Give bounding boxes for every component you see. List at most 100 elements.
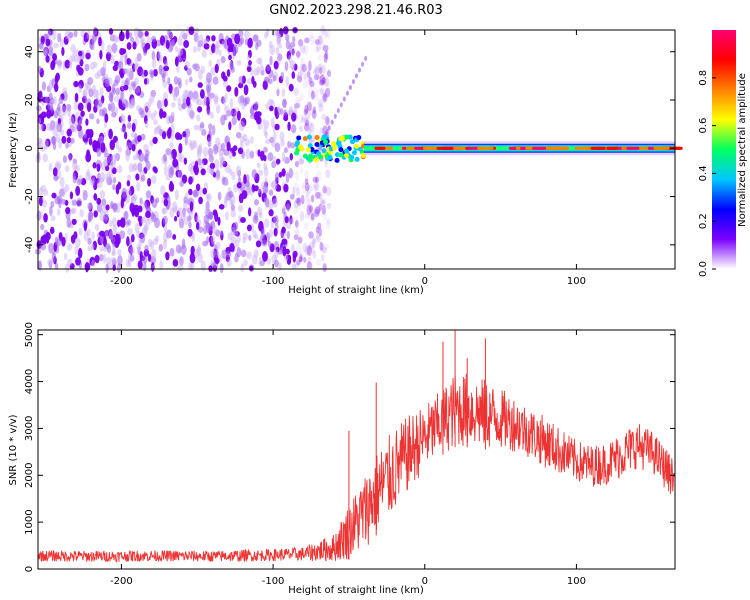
heatmap-noise-cell [233, 256, 239, 263]
heatmap-noise-cell [209, 162, 216, 170]
heatmap-noise-cell [293, 182, 299, 191]
heatmap-noise-cell [58, 96, 64, 105]
heatmap-onset-cell [344, 134, 350, 140]
heatmap-noise-cell [306, 261, 313, 270]
heatmap-noise-cell [61, 46, 65, 56]
heatmap-noise-cell [128, 259, 132, 268]
heatmap-carrier-core [377, 146, 386, 150]
heatmap-noise-cell [263, 166, 269, 178]
heatmap-noise-cell [217, 191, 222, 201]
heatmap-noise-cell [155, 125, 161, 135]
heatmap-noise-cell [44, 139, 49, 150]
heatmap-noise-cell [240, 117, 247, 127]
heatmap-noise-cell [228, 54, 232, 61]
heatmap-noise-cell [183, 196, 188, 204]
heatmap-noise-cell [218, 203, 225, 210]
heatmap-noise-cell [93, 193, 98, 201]
heatmap-noise-cell [38, 196, 43, 207]
heatmap-noise-cell [83, 221, 88, 232]
heatmap-noise-cell [189, 110, 195, 121]
heatmap-noise-cell [219, 152, 224, 163]
heatmap-noise-cell [293, 200, 298, 209]
heatmap-noise-cell [196, 158, 202, 166]
heatmap-noise-cell [189, 110, 195, 117]
heatmap-noise-cell [188, 188, 193, 196]
heatmap-noise-cell [168, 83, 173, 94]
heatmap-noise-cell [326, 202, 332, 209]
heatmap-noise-cell [301, 63, 307, 73]
heatmap-onset-cell [349, 154, 355, 160]
heatmap-noise-cell [87, 245, 93, 252]
heatmap-noise-cell [208, 123, 213, 131]
heatmap-noise-cell [307, 86, 314, 98]
heatmap-noise-cell [222, 176, 229, 186]
heatmap-noise-cell [208, 211, 214, 220]
heatmap-noise-cell [230, 65, 235, 74]
heatmap-noise-cell [315, 170, 322, 182]
y-tick-label: -20 [24, 188, 35, 204]
heatmap-noise-cell [273, 215, 278, 223]
heatmap-noise-cell [120, 91, 124, 101]
colorbar-tick-label: 0.4 [698, 165, 709, 181]
heatmap-noise-cell [253, 211, 258, 221]
heatmap-noise-cell [246, 66, 252, 72]
heatmap-noise-cell [209, 222, 214, 231]
heatmap-onset-cell [309, 146, 315, 152]
heatmap-noise-cell [318, 103, 324, 113]
heatmap-noise-cell [53, 82, 59, 93]
heatmap-noise-cell [254, 233, 259, 240]
heatmap-noise-cell [305, 186, 311, 197]
heatmap-noise-cell [135, 173, 140, 181]
heatmap-onset-cell [351, 150, 357, 156]
snr-panel: -200 -100 0 100 5000 4000 3000 2000 1000 0 Heigh… [8, 322, 676, 596]
snr-x-ticks: -200 -100 0 100 [110, 330, 586, 587]
heatmap-noise-cell [149, 241, 155, 250]
heatmap-noise-cell [140, 217, 145, 224]
heatmap-noise-cell [291, 112, 297, 122]
heatmap-noise-cell [69, 208, 76, 215]
heatmap-noise-cell [323, 53, 328, 64]
heatmap-onset-cell [323, 139, 329, 145]
heatmap-noise-cell [123, 210, 129, 221]
heatmap-noise-cell [184, 60, 190, 68]
heatmap-noise-cell [132, 194, 138, 201]
heatmap-noise-cell [269, 105, 274, 112]
heatmap-noise-cell [252, 254, 258, 265]
heatmap-noise-cell [265, 120, 269, 129]
heatmap-noise-cell [302, 45, 309, 55]
heatmap-noise-cell [126, 188, 132, 198]
heatmap-noise-cell [155, 197, 160, 204]
heatmap-noise-cell [76, 198, 83, 208]
heatmap-noise-cell [193, 32, 199, 43]
heatmap-noise-cell [106, 152, 111, 164]
heatmap-noise-cell [167, 77, 171, 86]
heatmap-noise-cell [253, 101, 258, 112]
heatmap-noise-cell [189, 142, 194, 151]
heatmap-noise-cell [322, 246, 327, 254]
heatmap-noise-cell [249, 189, 254, 196]
heatmap-noise-cell [165, 148, 172, 156]
heatmap-noise-cell [161, 111, 167, 119]
heatmap-noise-cell [38, 139, 44, 149]
heatmap-noise-cell [226, 85, 232, 92]
heatmap-onset-cell [307, 143, 313, 149]
heatmap-noise-cell [231, 171, 236, 181]
heatmap-noise-cell [287, 110, 291, 117]
heatmap-noise-cell [208, 92, 215, 99]
heatmap-noise-cell [299, 210, 305, 222]
heatmap-noise-cell [89, 61, 96, 71]
heatmap-onset-cell [344, 148, 350, 154]
heatmap-noise-cell [104, 113, 109, 123]
heatmap-noise-cell [302, 242, 308, 253]
heatmap-noise-cell [66, 218, 72, 228]
heatmap-noise-cell [154, 235, 160, 243]
heatmap-noise-cell [315, 205, 320, 213]
heatmap-noise-cell [112, 176, 117, 184]
heatmap-panel: -200 -100 0 100 40 20 0 -20 -40 Height of strai… [8, 25, 683, 296]
heatmap-noise-cell [309, 138, 316, 145]
heatmap-noise-cell [150, 89, 157, 98]
heatmap-noise-cell [319, 241, 324, 251]
heatmap-noise-cell [275, 246, 280, 253]
heatmap-carrier-core [532, 146, 547, 150]
heatmap-noise-cell [291, 124, 297, 134]
